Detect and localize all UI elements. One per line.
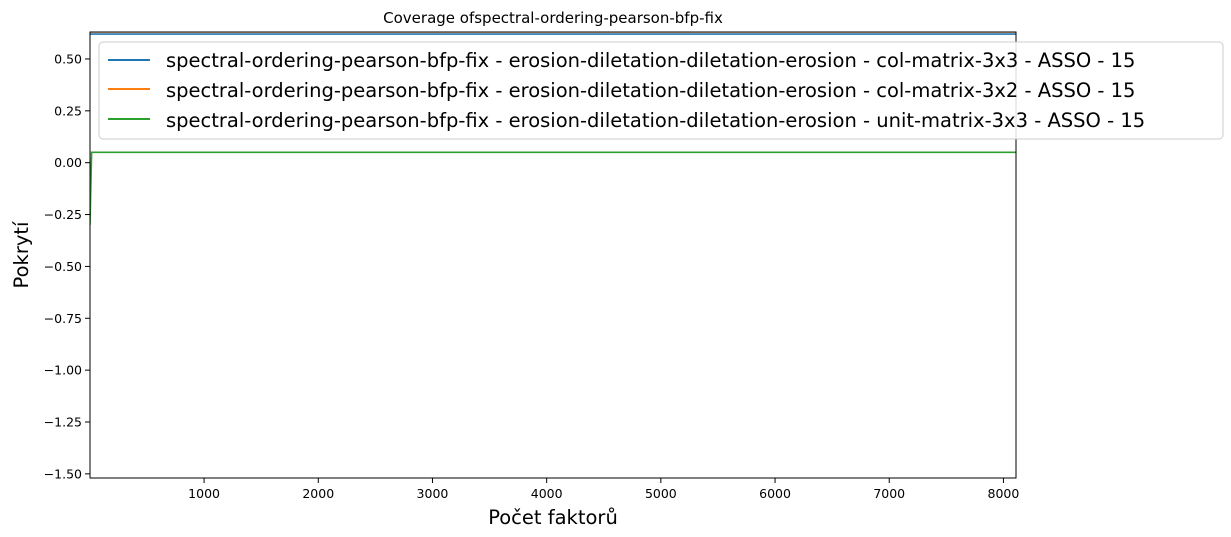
y-tick-label: −1.50 <box>44 466 82 481</box>
legend-label-1: spectral-ordering-pearson-bfp-fix - eros… <box>166 79 1135 102</box>
series-line-2 <box>90 151 1016 225</box>
y-axis-label: Pokrytí <box>10 221 33 288</box>
x-tick-label: 6000 <box>759 486 791 501</box>
y-tick-label: 0.50 <box>54 51 82 66</box>
x-tick-label: 8000 <box>988 486 1020 501</box>
x-tick-label: 2000 <box>302 486 334 501</box>
legend: spectral-ordering-pearson-bfp-fix - eros… <box>98 41 1224 140</box>
x-axis-label: Počet faktorů <box>488 506 618 529</box>
y-tick-label: −0.75 <box>44 311 82 326</box>
x-tick-label: 4000 <box>531 486 563 501</box>
y-tick-label: −1.25 <box>44 414 82 429</box>
legend-box <box>98 41 1224 140</box>
x-axis: 1000 2000 3000 4000 5000 6000 7000 8000 <box>188 478 1019 501</box>
legend-label-0: spectral-ordering-pearson-bfp-fix - eros… <box>166 49 1135 72</box>
x-tick-label: 3000 <box>417 486 449 501</box>
y-tick-label: −0.50 <box>44 259 82 274</box>
y-axis: 0.50 0.25 0.00 −0.25 −0.50 −0.75 −1.00 −1.25 −1.… <box>44 51 90 481</box>
plot-frame <box>89 31 1017 479</box>
y-tick-label: 0.00 <box>54 155 82 170</box>
x-tick-label: 5000 <box>645 486 677 501</box>
y-tick-label: 0.25 <box>54 103 82 118</box>
series-layer <box>90 32 1016 225</box>
x-tick-label: 1000 <box>188 486 220 501</box>
x-tick-label: 7000 <box>873 486 905 501</box>
legend-label-2: spectral-ordering-pearson-bfp-fix - eros… <box>166 109 1145 132</box>
y-tick-label: −1.00 <box>44 363 82 378</box>
y-tick-label: −0.25 <box>44 207 82 222</box>
chart-title: Coverage ofspectral-ordering-pearson-bfp… <box>383 9 723 27</box>
